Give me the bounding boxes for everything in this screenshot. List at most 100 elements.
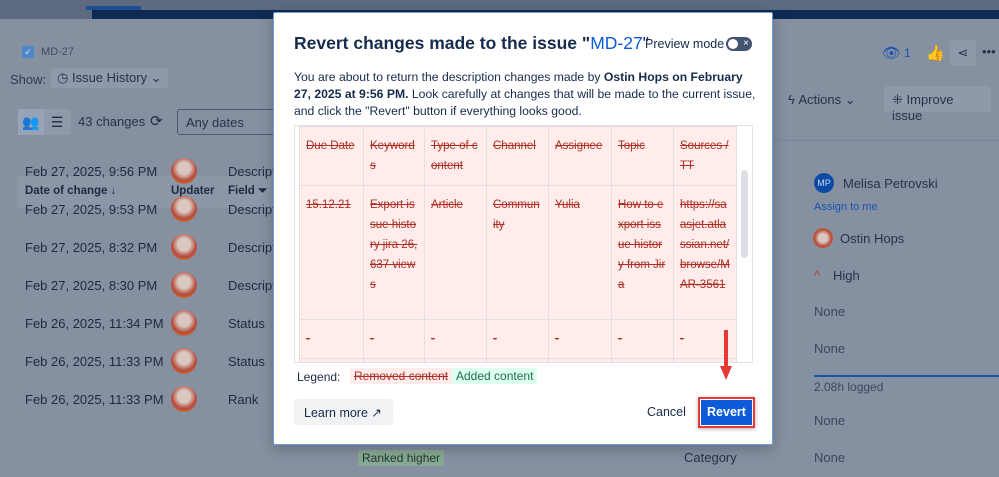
view-toggle[interactable]: 👥 ☰ (18, 109, 71, 135)
diff-cell: jira audit (363, 358, 425, 362)
time-tracking-bar (814, 375, 999, 377)
category-label: Category (684, 450, 737, 465)
issue-key[interactable]: MD-27 (41, 46, 75, 58)
diff-cell: Assignee (548, 126, 612, 186)
diff-cell: - (486, 319, 549, 359)
change-date: Feb 27, 2025, 8:32 PM (25, 240, 158, 255)
diff-row: 15.12.21 Export issue history jira 26,637… (299, 185, 737, 320)
dialog-title-issue-key: MD-27 (590, 33, 643, 53)
priority-value: High (833, 268, 860, 283)
diff-cell: Type of content (424, 126, 487, 186)
description-text: Look carefully at changes that will be m… (294, 87, 756, 118)
field-name: Rank (228, 392, 259, 407)
diff-cell: Keywords (363, 126, 425, 186)
diff-table: Due Date Keywords Type of content Channel As… (299, 126, 737, 362)
date-filter[interactable]: Any dates (177, 109, 277, 135)
change-date: Feb 26, 2025, 11:33 PM (25, 392, 164, 407)
sparkle-icon: ⁜ (892, 92, 907, 107)
diff-preview[interactable]: Due Date Keywords Type of content Channel As… (294, 125, 753, 363)
table-row[interactable]: Feb 27, 2025, 9:53 PM Description (0, 191, 293, 229)
watchers-count: 1 (904, 46, 911, 60)
change-date: Feb 26, 2025, 11:33 PM (25, 354, 164, 369)
revert-dialog: Revert changes made to the issue "MD-27"… (273, 12, 773, 445)
field-name: Status (228, 316, 265, 331)
filter-icon[interactable]: ⏷ (258, 185, 268, 197)
list-view-icon[interactable]: ☰ (50, 114, 64, 130)
diff-cell: https:// (673, 358, 737, 362)
field-value: None (814, 304, 846, 319)
share-icon[interactable]: ⋖ (950, 40, 976, 66)
assignee-name: Melisa Petrovski (843, 176, 938, 191)
diff-cell: 01.01.22 (299, 358, 364, 362)
clock-icon: ◷ (57, 70, 72, 85)
diff-cell: - (424, 319, 487, 359)
diff-cell: How to export issue history from Jira (611, 185, 674, 320)
avatar (171, 234, 197, 260)
diff-cell: Audit (611, 358, 674, 362)
table-row[interactable]: Feb 27, 2025, 8:32 PM Description (0, 229, 293, 267)
dialog-description: You are about to return the description … (294, 69, 759, 120)
header-date[interactable]: Date of change ↓ (25, 185, 116, 197)
table-row[interactable]: Feb 26, 2025, 11:33 PM Rank (0, 381, 272, 419)
diff-cell: Article (424, 185, 487, 320)
avatar (171, 386, 197, 412)
reporter-name: Ostin Hops (840, 231, 905, 246)
logged-time: 2.08h logged (814, 380, 884, 394)
refresh-icon[interactable]: ⟳ (150, 113, 163, 130)
table-row[interactable]: Feb 27, 2025, 9:56 PM Description (0, 153, 293, 191)
diff-cell: - (611, 319, 674, 359)
field-value: None (814, 341, 846, 356)
issue-type-checkbox-icon: ✓ (22, 46, 34, 58)
change-date: Feb 26, 2025, 11:34 PM (25, 316, 164, 331)
diff-cell: Yulia (548, 358, 612, 362)
external-arrow-icon: ↗ (371, 406, 382, 420)
watch-icon[interactable]: 👁 (882, 45, 902, 62)
learn-more-button[interactable]: Learn more ↗ (294, 399, 393, 425)
changes-count: 43 changes (78, 114, 146, 129)
scrollbar[interactable] (741, 170, 748, 258)
reporter-avatar (813, 228, 833, 248)
actions-label: Actions (798, 92, 842, 107)
diff-cell: - (299, 319, 364, 359)
table-row[interactable]: Feb 26, 2025, 11:33 PM Status (0, 343, 272, 381)
revert-button[interactable]: Revert (701, 400, 752, 425)
chevron-down-icon: ⌄ (147, 70, 162, 85)
show-select[interactable]: ◷ Issue History ⌄ (51, 68, 168, 88)
revert-button-highlight[interactable]: Revert (698, 397, 755, 428)
lightning-icon: ϟ (788, 92, 799, 107)
close-icon: × (743, 38, 749, 49)
diff-cell: Channel (486, 126, 549, 186)
header-date-label: Date of change (25, 185, 108, 197)
diff-cell: https://saasjet.atlassian.net/browse/MAR… (673, 185, 737, 320)
change-date: Feb 27, 2025, 9:56 PM (25, 164, 158, 179)
preview-mode-toggle[interactable]: × (726, 37, 752, 51)
table-row[interactable]: Feb 26, 2025, 11:34 PM Status (0, 305, 272, 343)
chevron-down-icon: ⌄ (841, 92, 856, 107)
actions-button[interactable]: ϟ Actions ⌄ (788, 92, 856, 108)
more-icon[interactable]: ••• (982, 44, 996, 59)
annotation-arrow-icon (720, 330, 732, 380)
like-icon[interactable]: 👍 (926, 45, 945, 62)
field-name: Status (228, 354, 265, 369)
preview-mode-label: Preview mode (645, 37, 725, 51)
field-value: None (814, 450, 846, 465)
improve-issue-button[interactable]: ⁜ Improve issue (884, 86, 991, 123)
description-author-date: Ostin Hops on February 27, 2025 at 9:56 … (294, 70, 743, 101)
avatar (171, 272, 197, 298)
avatar (171, 158, 197, 184)
diff-cell: 15.12.21 (299, 185, 364, 320)
divider (655, 140, 999, 141)
diff-cell: Yulia (548, 185, 612, 320)
diff-cell: Topic (611, 126, 674, 186)
header-field[interactable]: Field ⏷ (228, 185, 267, 198)
assign-to-me-link[interactable]: Assign to me (814, 201, 878, 213)
sort-down-icon[interactable]: ↓ (110, 185, 117, 197)
table-row[interactable]: Feb 27, 2025, 8:30 PM Description (0, 267, 293, 305)
assignee-avatar: MP (814, 173, 834, 193)
avatar (171, 310, 197, 336)
improve-issue-label: Improve issue (892, 92, 954, 123)
cancel-button[interactable]: Cancel (647, 405, 686, 419)
users-view-icon[interactable]: 👥 (18, 109, 44, 135)
diff-row: Due Date Keywords Type of content Channel As… (299, 126, 737, 186)
description-text: You are about to return the description … (294, 70, 604, 84)
